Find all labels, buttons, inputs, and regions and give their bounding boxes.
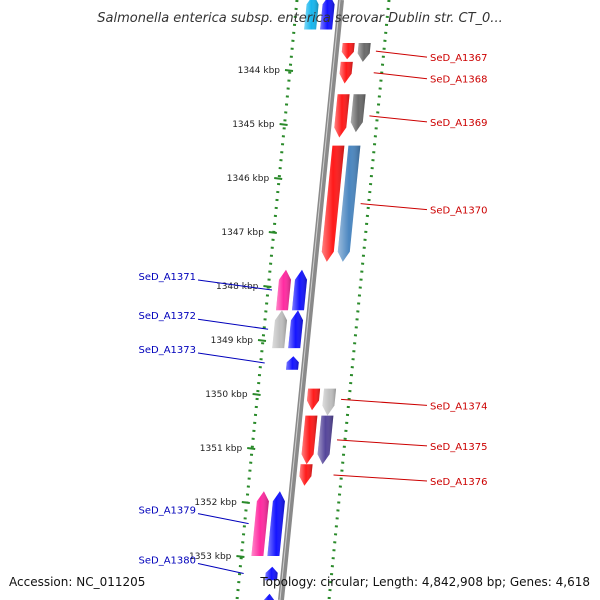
gene-leader-line	[361, 204, 427, 210]
map-title: Salmonella enterica subsp. enterica sero…	[97, 11, 502, 26]
gene-label-SeD_A1376: SeD_A1376	[430, 477, 488, 488]
kbp-tick-mark	[247, 448, 255, 449]
gene-arrow-shade	[318, 416, 334, 465]
kbp-tick-mark	[280, 124, 288, 125]
kbp-tick-mark	[236, 556, 244, 557]
gene-label-SeD_A1367: SeD_A1367	[430, 53, 488, 64]
gene-label-SeD_A1380: SeD_A1380	[139, 556, 197, 567]
gene-arrow-shade	[251, 491, 269, 556]
gene-arrow-shade	[288, 310, 303, 348]
gene-arrow-shade	[292, 270, 307, 311]
gene-leader-line	[198, 319, 268, 329]
gene-label-SeD_A1368: SeD_A1368	[430, 75, 488, 86]
gene-arrow-shade	[262, 594, 275, 600]
kbp-tick-label: 1347 kbp	[221, 228, 264, 238]
gene-arrow-shade	[272, 310, 287, 348]
gene-arrow-shade	[334, 94, 349, 137]
kbp-tick-mark	[274, 178, 282, 179]
gene-arrow-shade	[286, 356, 299, 370]
gene-arrow-shade	[342, 43, 355, 59]
gene-label-SeD_A1371: SeD_A1371	[139, 272, 197, 283]
gene-arrow-shade	[358, 43, 371, 62]
gene-arrow-shade	[299, 464, 312, 486]
gene-arrow-shade	[267, 491, 285, 556]
gene-leader-line	[198, 514, 249, 524]
right-guide-line	[329, 0, 389, 600]
accession-text: Accession: NC_011205	[9, 575, 145, 589]
kbp-tick-label: 1344 kbp	[238, 66, 281, 76]
gene-label-SeD_A1372: SeD_A1372	[139, 311, 197, 322]
kbp-tick-label: 1352 kbp	[194, 498, 237, 508]
gene-leader-line	[198, 353, 265, 363]
gene-arrow-shade	[307, 389, 320, 411]
kbp-tick-mark	[253, 394, 261, 395]
gene-arrow-shade	[276, 270, 291, 311]
topology-text: Topology: circular; Length: 4,842,908 bp…	[259, 575, 590, 589]
gene-label-SeD_A1374: SeD_A1374	[430, 401, 488, 412]
kbp-tick-label: 1350 kbp	[205, 390, 248, 400]
gene-arrow-shade	[351, 94, 366, 132]
kbp-tick-label: 1349 kbp	[211, 336, 254, 346]
genome-backbone	[281, 0, 341, 600]
gene-label-SeD_A1369: SeD_A1369	[430, 118, 488, 129]
gene-label-SeD_A1375: SeD_A1375	[430, 442, 488, 453]
kbp-tick-mark	[242, 502, 250, 503]
kbp-tick-label: 1346 kbp	[227, 174, 270, 184]
gene-arrow-shade	[322, 389, 336, 416]
gene-leader-line	[198, 564, 244, 574]
gene-arrow-shade	[340, 62, 353, 84]
gene-label-SeD_A1370: SeD_A1370	[430, 206, 488, 217]
kbp-tick-mark	[263, 286, 271, 287]
gene-leader-line	[337, 440, 427, 446]
gene-label-SeD_A1373: SeD_A1373	[139, 345, 197, 356]
gene-label-SeD_A1379: SeD_A1379	[139, 506, 197, 517]
kbp-tick-label: 1345 kbp	[232, 120, 275, 130]
gene-leader-line	[374, 73, 427, 79]
gene-leader-line	[334, 475, 428, 481]
gene-arrow-shade	[302, 416, 318, 465]
kbp-tick-mark	[258, 340, 266, 341]
kbp-tick-mark	[285, 70, 293, 71]
kbp-tick-mark	[269, 232, 277, 233]
gene-leader-line	[341, 399, 427, 405]
kbp-tick-label: 1351 kbp	[200, 444, 243, 454]
